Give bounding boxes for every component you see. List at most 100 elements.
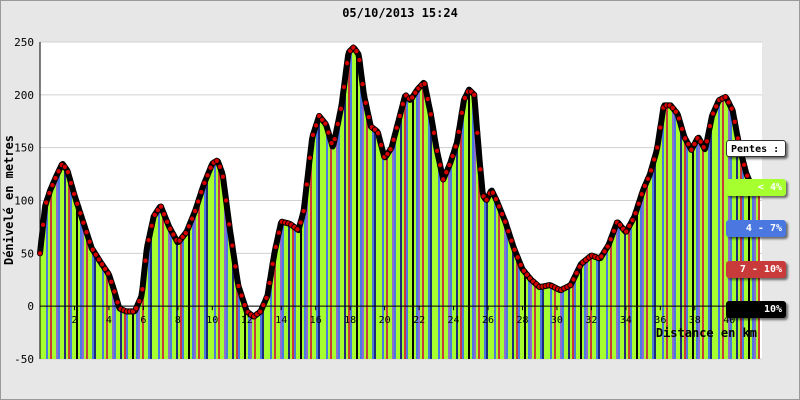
- elevation-point: [682, 135, 689, 142]
- x-tick-label: 36: [654, 315, 666, 326]
- elevation-point: [443, 169, 450, 176]
- elevation-point: [43, 199, 50, 206]
- elevation-point: [496, 203, 503, 210]
- x-tick-label: 28: [516, 315, 528, 326]
- elevation-point: [68, 180, 75, 187]
- elevation-point: [71, 191, 78, 198]
- elevation-point: [316, 112, 323, 119]
- elevation-point: [37, 250, 44, 257]
- elevation-point: [61, 163, 68, 170]
- y-tick-label: 250: [14, 36, 34, 49]
- elevation-point: [89, 246, 96, 253]
- elevation-point: [471, 91, 478, 98]
- elevation-point: [685, 141, 692, 148]
- elevation-point: [164, 218, 171, 225]
- elevation-point: [263, 294, 270, 301]
- elevation-point: [700, 144, 707, 151]
- x-tick-label: 24: [448, 315, 460, 326]
- elevation-point: [384, 151, 391, 158]
- elevation-point: [337, 105, 344, 112]
- elevation-point: [697, 138, 704, 145]
- elevation-point: [148, 222, 155, 229]
- elevation-point: [691, 141, 698, 148]
- elevation-point: [80, 219, 87, 226]
- elevation-point: [40, 221, 47, 228]
- elevation-point: [511, 246, 518, 253]
- elevation-point: [136, 298, 143, 305]
- elevation-point: [644, 175, 651, 182]
- elevation-point: [706, 123, 713, 130]
- elevation-point: [424, 96, 431, 103]
- legend-item-7-10: 7 - 10%: [726, 261, 786, 278]
- elevation-point: [489, 189, 496, 196]
- elevation-point: [520, 267, 527, 274]
- elevation-point: [570, 276, 577, 283]
- elevation-point: [731, 118, 738, 125]
- elevation-point: [195, 198, 202, 205]
- elevation-point: [651, 156, 658, 163]
- elevation-point: [362, 99, 369, 106]
- elevation-point: [201, 179, 208, 186]
- elevation-point: [744, 172, 751, 179]
- y-tick-label: 100: [14, 195, 34, 208]
- x-tick-label: 18: [344, 315, 356, 326]
- elevation-point: [641, 182, 648, 189]
- elevation-point: [672, 108, 679, 115]
- elevation-point: [505, 228, 512, 235]
- elevation-point: [427, 111, 434, 118]
- elevation-point: [483, 196, 490, 203]
- elevation-point: [46, 190, 53, 197]
- elevation-point: [375, 130, 382, 137]
- elevation-point: [387, 146, 394, 153]
- x-tick-label: 30: [551, 315, 563, 326]
- elevation-point: [390, 136, 397, 143]
- elevation-point: [260, 302, 267, 309]
- elevation-point: [257, 308, 264, 315]
- elevation-point: [83, 229, 90, 236]
- elevation-point: [474, 129, 481, 136]
- elevation-point: [238, 292, 245, 299]
- elevation-point: [573, 270, 580, 277]
- elevation-point: [325, 129, 332, 136]
- elevation-point: [365, 114, 372, 121]
- elevation-point: [722, 94, 729, 101]
- elevation-point: [192, 208, 199, 215]
- elevation-point: [598, 253, 605, 260]
- elevation-point: [409, 94, 416, 101]
- elevation-point: [688, 146, 695, 153]
- elevation-point: [235, 283, 242, 290]
- elevation-point: [275, 229, 282, 236]
- elevation-point: [601, 248, 608, 255]
- elevation-point: [185, 223, 192, 230]
- elevation-point: [449, 153, 456, 160]
- elevation-point: [399, 101, 406, 108]
- x-tick-label: 20: [379, 315, 391, 326]
- elevation-point: [111, 288, 118, 295]
- x-tick-label: 26: [482, 315, 494, 326]
- elevation-point: [319, 116, 326, 123]
- elevation-point: [378, 142, 385, 149]
- elevation-point: [421, 80, 428, 87]
- elevation-point: [266, 279, 273, 286]
- elevation-point: [607, 236, 614, 243]
- elevation-point: [313, 122, 320, 129]
- legend-title: Pentes :: [726, 140, 786, 157]
- elevation-point: [297, 219, 304, 226]
- elevation-point: [648, 167, 655, 174]
- elevation-point: [74, 200, 81, 207]
- y-tick-label: 50: [21, 247, 34, 260]
- elevation-point: [359, 81, 366, 88]
- elevation-point: [334, 120, 341, 127]
- elevation-point: [461, 95, 468, 102]
- x-axis-label: Distance en km: [656, 326, 757, 340]
- y-tick-label: -50: [14, 353, 34, 366]
- elevation-point: [638, 191, 645, 198]
- y-tick-label: 0: [27, 300, 34, 313]
- elevation-point: [114, 299, 121, 306]
- elevation-point: [232, 263, 239, 270]
- elevation-point: [176, 237, 183, 244]
- x-tick-label: 6: [140, 315, 146, 326]
- elevation-point: [430, 129, 437, 136]
- elevation-point: [145, 237, 152, 244]
- elevation-point: [86, 238, 93, 245]
